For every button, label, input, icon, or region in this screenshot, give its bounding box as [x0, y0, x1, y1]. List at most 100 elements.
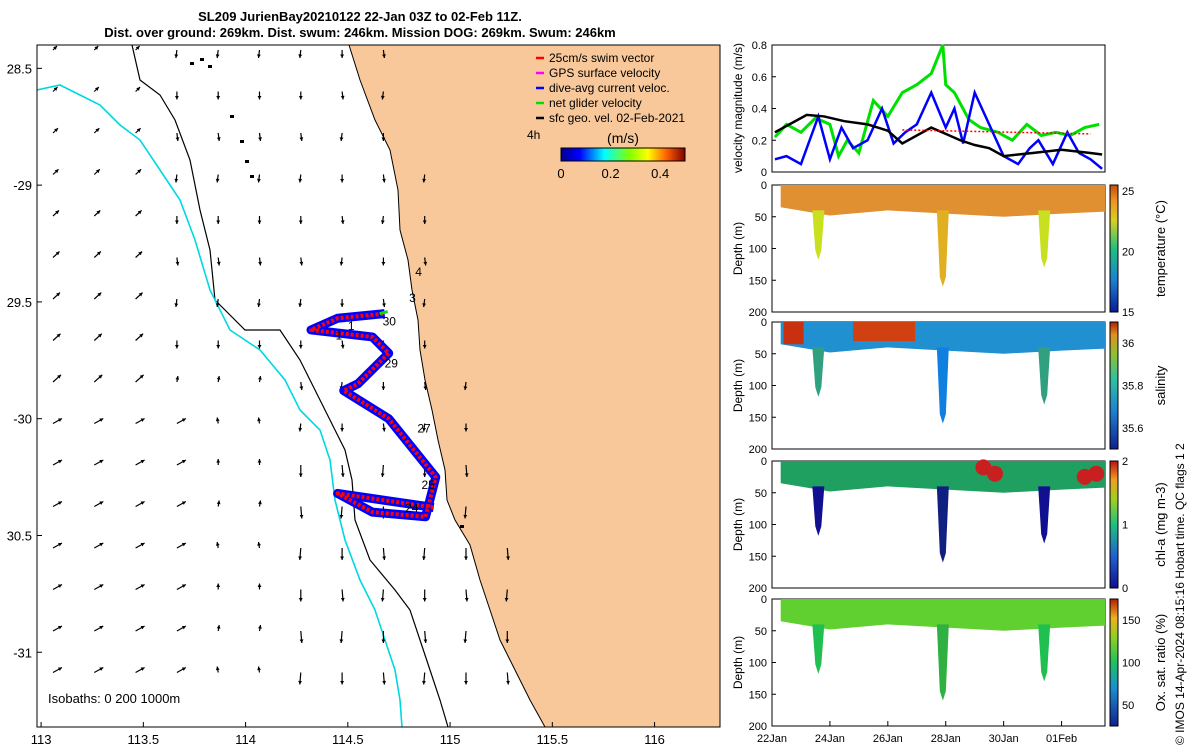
depth-colorbar — [1109, 460, 1119, 589]
colorbar-tick-label: 0.4 — [651, 166, 669, 181]
current-vector-arrow-head — [422, 220, 427, 224]
current-vector-arrow-head — [422, 303, 427, 307]
colorbar-tick-label: 0 — [1122, 583, 1128, 595]
colorbar-tick-label: 150 — [1122, 615, 1140, 627]
current-vector-arrow-head — [257, 54, 261, 58]
high-chla-patch — [986, 465, 1003, 482]
current-vector-arrow-head — [139, 374, 144, 379]
current-vector-arrow-head — [422, 597, 427, 602]
current-vector-arrow-head — [464, 597, 469, 602]
high-chla-patch — [1088, 465, 1105, 482]
time-x-tick-label: 26Jan — [873, 733, 903, 745]
current-vector-arrow-head — [464, 680, 468, 685]
depth-y-tick-label: 50 — [755, 488, 767, 500]
current-vector-arrow-head — [174, 344, 179, 349]
current-vector-arrow-head — [175, 137, 180, 141]
current-vector-arrow-head — [299, 514, 304, 519]
current-vector-arrow-head — [298, 427, 303, 432]
current-vector-arrow-head — [215, 417, 220, 422]
current-vector-arrow-head — [506, 556, 510, 560]
current-vector-arrow-head — [54, 128, 58, 133]
current-vector-arrow-head — [423, 261, 428, 266]
surface-layer — [780, 461, 1105, 493]
current-vector-arrow-head — [216, 261, 221, 266]
depth-ylabel: Depth (m) — [731, 222, 745, 275]
current-vector-arrow-head — [136, 128, 141, 133]
current-vector-arrow-head — [422, 178, 427, 183]
legend-label: 25cm/s swim vector — [549, 51, 654, 65]
current-vector-arrow-head — [94, 87, 99, 91]
current-vector-arrow-head — [258, 137, 262, 141]
track-day-label: 3 — [409, 291, 416, 305]
current-vector-arrow-head — [181, 584, 186, 588]
current-vector-arrow-head — [382, 178, 386, 183]
current-vector-arrow-head — [58, 667, 62, 671]
depth-ylabel: Depth (m) — [731, 359, 745, 412]
speed-colorbar — [560, 147, 686, 162]
velocity-y-tick-label: 0.2 — [752, 135, 767, 147]
current-vector-arrow-head — [216, 583, 221, 588]
current-vector-arrow-head — [464, 473, 469, 477]
track-day-label: 25 — [421, 478, 435, 492]
track-day-label: 27 — [417, 422, 431, 436]
island — [240, 140, 244, 143]
current-vector-arrow-head — [257, 583, 262, 588]
current-vector-arrow-head — [340, 220, 345, 224]
island — [230, 115, 234, 118]
velocity-y-tick-label: 0.4 — [752, 104, 767, 116]
depth-y-tick-label: 150 — [749, 551, 767, 563]
current-vector-arrow-head — [137, 169, 142, 174]
track-day-label: 30 — [383, 314, 397, 328]
chart-subtitle: Dist. over ground: 269km. Dist. swum: 24… — [104, 25, 616, 40]
current-vector-arrow-head — [422, 556, 426, 560]
current-vector-arrow-head — [138, 251, 143, 256]
current-vector-arrow-head — [339, 261, 344, 266]
current-vector-arrow-head — [97, 333, 102, 338]
current-vector-arrow-head — [257, 344, 262, 349]
map-frame — [36, 44, 721, 728]
current-vector-arrow-head — [95, 169, 100, 174]
current-vector-arrow-head — [139, 333, 144, 338]
current-vector-arrow-head — [464, 556, 468, 560]
current-vector-arrow-head — [464, 427, 468, 432]
current-vector-arrow-head — [96, 251, 101, 256]
current-vector-arrow-head — [97, 292, 102, 297]
current-vector-arrow-head — [423, 386, 428, 390]
colorbar-tick-label: 35.6 — [1122, 423, 1143, 435]
colorbar-tick-label: 36 — [1122, 338, 1134, 350]
current-vector-arrow-head — [257, 459, 262, 463]
current-vector-arrow-head — [57, 374, 61, 379]
current-vector-arrow-head — [99, 501, 104, 505]
deep-profile — [936, 486, 949, 563]
colorbar-label: temperature (°C) — [1153, 200, 1168, 297]
colorbar-tick-label: 0.2 — [602, 166, 620, 181]
current-vector-arrow-head — [55, 210, 59, 215]
depth-y-tick-label: 50 — [755, 626, 767, 638]
current-vector-arrow-head — [99, 584, 104, 588]
depth-y-tick-label: 0 — [761, 456, 767, 468]
map-x-tick-label: 114 — [235, 732, 256, 747]
current-vector-arrow-head — [257, 220, 262, 224]
current-vector-arrow-head — [216, 344, 221, 349]
current-vector-arrow-head — [423, 639, 428, 643]
current-vector-arrow-head — [140, 667, 145, 671]
current-vector-arrow-head — [382, 556, 387, 560]
depth-colorbar — [1109, 321, 1119, 450]
current-vector-arrow-head — [340, 556, 345, 560]
colorbar-label: chl-a (mg m-3) — [1153, 482, 1168, 567]
current-vector-arrow-head — [340, 54, 345, 58]
current-vector-arrow-head — [380, 220, 385, 224]
current-vector-arrow-head — [216, 137, 221, 141]
legend-label: sfc geo. vel. 02-Feb-2021 — [549, 111, 685, 125]
current-vector-arrow-head — [99, 418, 104, 422]
current-vector-arrow-head — [99, 543, 104, 547]
current-vector-arrow-head — [298, 303, 303, 307]
depth-y-tick-label: 150 — [749, 412, 767, 424]
current-vector-arrow-head — [96, 210, 101, 215]
surface-layer — [780, 599, 1105, 631]
depth-y-tick-label: 50 — [755, 212, 767, 224]
time-x-tick-label: 30Jan — [989, 733, 1019, 745]
map-x-tick-label: 113.5 — [128, 732, 160, 747]
island — [250, 175, 254, 178]
